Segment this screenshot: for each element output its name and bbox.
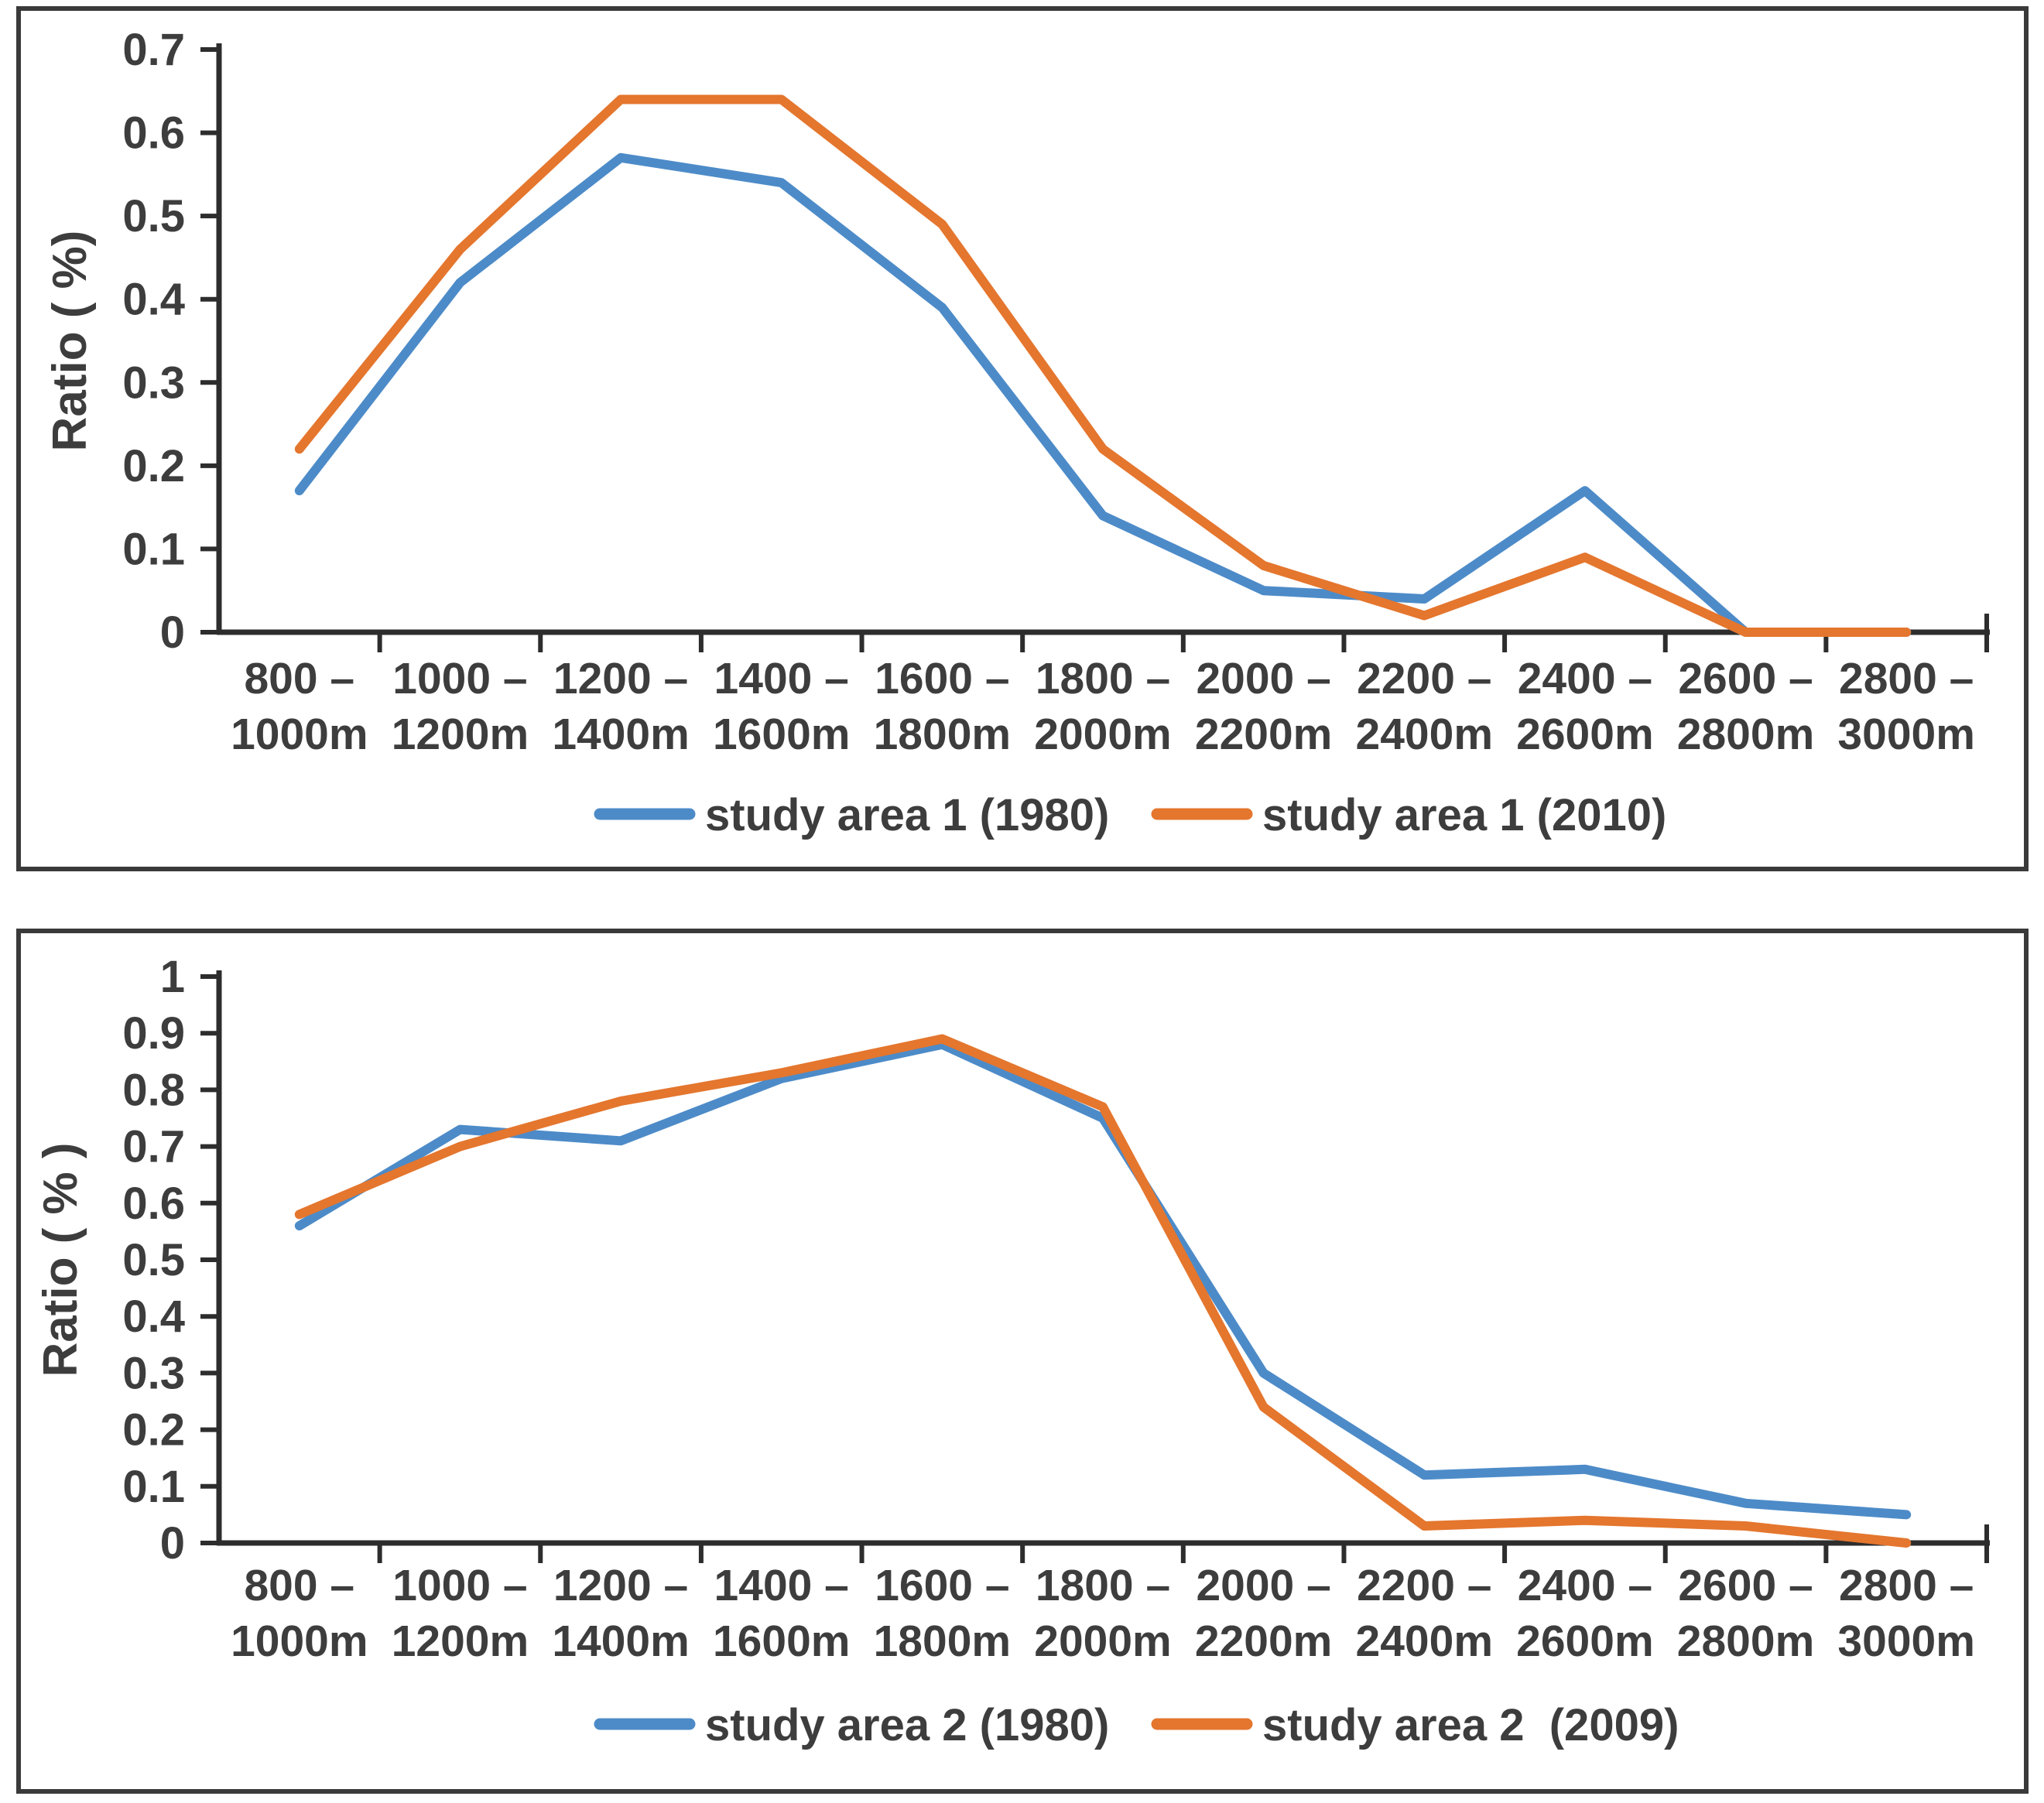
- y-tick-label: 0.1: [122, 1462, 185, 1512]
- legend-label-0: study area 2 (1980): [705, 1700, 1109, 1750]
- x-tick-label-line1: 2600 –: [1678, 654, 1813, 703]
- x-tick-label-line2: 3000m: [1837, 710, 1975, 759]
- x-tick-label-line2: 1000m: [231, 1617, 368, 1666]
- x-tick-label-line2: 2200m: [1195, 710, 1333, 759]
- x-tick-label-line2: 2400m: [1356, 710, 1494, 759]
- series-line-0: [294, 152, 1912, 637]
- x-tick-label-line1: 2800 –: [1839, 654, 1974, 703]
- y-tick-label: 0.8: [122, 1065, 185, 1115]
- x-tick-label-line2: 2400m: [1356, 1617, 1494, 1666]
- x-tick-label-line1: 1400 –: [714, 1561, 849, 1610]
- y-tick-label: 0.4: [122, 1292, 185, 1342]
- y-tick-label: 0.2: [122, 1405, 185, 1456]
- x-tick-label-line1: 2800 –: [1839, 1561, 1974, 1610]
- x-tick-label-line2: 1000m: [231, 710, 368, 759]
- x-tick-label-line1: 2000 –: [1196, 654, 1330, 703]
- y-tick-label: 0.5: [122, 1235, 185, 1285]
- x-tick-label-line2: 2000m: [1034, 710, 1172, 759]
- y-tick-label: 0.1: [122, 524, 185, 574]
- x-tick-label-line2: 1600m: [713, 1617, 851, 1666]
- x-tick-label-line2: 1800m: [874, 1617, 1012, 1666]
- legend-label-1: study area 2 (2009): [1262, 1700, 1679, 1750]
- x-tick-label-line2: 1600m: [713, 710, 851, 759]
- y-tick-label: 0.7: [122, 25, 185, 75]
- x-tick-label-line1: 1200 –: [553, 654, 688, 703]
- x-tick-label-line1: 800 –: [244, 1561, 354, 1610]
- x-tick-label-line2: 3000m: [1837, 1617, 1975, 1666]
- x-tick-label-line1: 1000 –: [392, 654, 527, 703]
- x-tick-label-line1: 2400 –: [1518, 1561, 1652, 1610]
- x-tick-label-line1: 2400 –: [1518, 654, 1652, 703]
- y-tick-label: 0.3: [122, 358, 185, 408]
- x-tick-label-line1: 1600 –: [875, 1561, 1009, 1610]
- x-tick-label-line1: 1200 –: [553, 1561, 688, 1610]
- panel-study-area-1: 0.7 0.6 0.5 0.4 0.3 0.2 0.1 0 800 – 1000m 1000 – 12…: [16, 6, 2029, 871]
- y-tick-label: 0.4: [122, 275, 185, 325]
- x-tick-label-line1: 800 –: [244, 654, 354, 703]
- x-tick-label-line2: 2600m: [1516, 710, 1654, 759]
- y-tick-label: 0: [160, 607, 185, 658]
- x-tick-label-line2: 1200m: [392, 1617, 529, 1666]
- y-tick-label: 0.6: [122, 1179, 185, 1229]
- y-tick-label: 0.2: [122, 441, 185, 491]
- y-axis-title: Ratio ( %): [43, 231, 97, 452]
- panel-study-area-2: 1 0.9 0.8 0.7 0.6 0.5 0.4 0.3 0.2 0.1 0 800 – 1000m 1…: [16, 929, 2029, 1794]
- x-tick-label-line1: 1800 –: [1036, 654, 1170, 703]
- series-line-0: [294, 1039, 1912, 1520]
- x-tick-label-line2: 1400m: [552, 710, 690, 759]
- y-tick-label: 0.9: [122, 1008, 185, 1059]
- x-tick-label-line2: 2800m: [1677, 710, 1815, 759]
- x-tick-label-line1: 1400 –: [714, 654, 849, 703]
- x-tick-label-line1: 1000 –: [392, 1561, 527, 1610]
- x-tick-label-line2: 1800m: [874, 710, 1012, 759]
- y-tick-label: 1: [160, 952, 185, 1002]
- y-tick-label: 0.5: [122, 191, 185, 241]
- y-tick-label: 0.3: [122, 1348, 185, 1398]
- series-line-1: [294, 94, 1912, 637]
- x-tick-label-line2: 1200m: [392, 710, 529, 759]
- legend-label-1: study area 1 (2010): [1262, 790, 1666, 840]
- x-tick-label-line2: 1400m: [552, 1617, 690, 1666]
- x-tick-label-line1: 2200 –: [1357, 654, 1491, 703]
- x-tick-label-line1: 1600 –: [875, 654, 1009, 703]
- x-tick-label-line1: 2200 –: [1357, 1561, 1491, 1610]
- y-tick-label: 0.7: [122, 1122, 185, 1172]
- series-line-1: [294, 1034, 1912, 1548]
- x-tick-label-line2: 2200m: [1195, 1617, 1333, 1666]
- legend-label-0: study area 1 (1980): [705, 790, 1109, 840]
- x-tick-label-line1: 1800 –: [1036, 1561, 1170, 1610]
- y-axis-title: Ratio ( % ): [34, 1142, 87, 1377]
- x-tick-label-line2: 2000m: [1034, 1617, 1172, 1666]
- chart-canvas-study-area-2: 1 0.9 0.8 0.7 0.6 0.5 0.4 0.3 0.2 0.1 0 800 – 1000m 1…: [34, 952, 1990, 1750]
- y-tick-label: 0: [160, 1518, 185, 1569]
- x-tick-label-line1: 2000 –: [1196, 1561, 1330, 1610]
- chart-canvas-study-area-1: 0.7 0.6 0.5 0.4 0.3 0.2 0.1 0 800 – 1000m 1000 – 12…: [43, 25, 1990, 840]
- x-tick-label-line2: 2800m: [1677, 1617, 1815, 1666]
- x-tick-label-line2: 2600m: [1516, 1617, 1654, 1666]
- x-tick-label-line1: 2600 –: [1678, 1561, 1813, 1610]
- y-tick-label: 0.6: [122, 108, 185, 159]
